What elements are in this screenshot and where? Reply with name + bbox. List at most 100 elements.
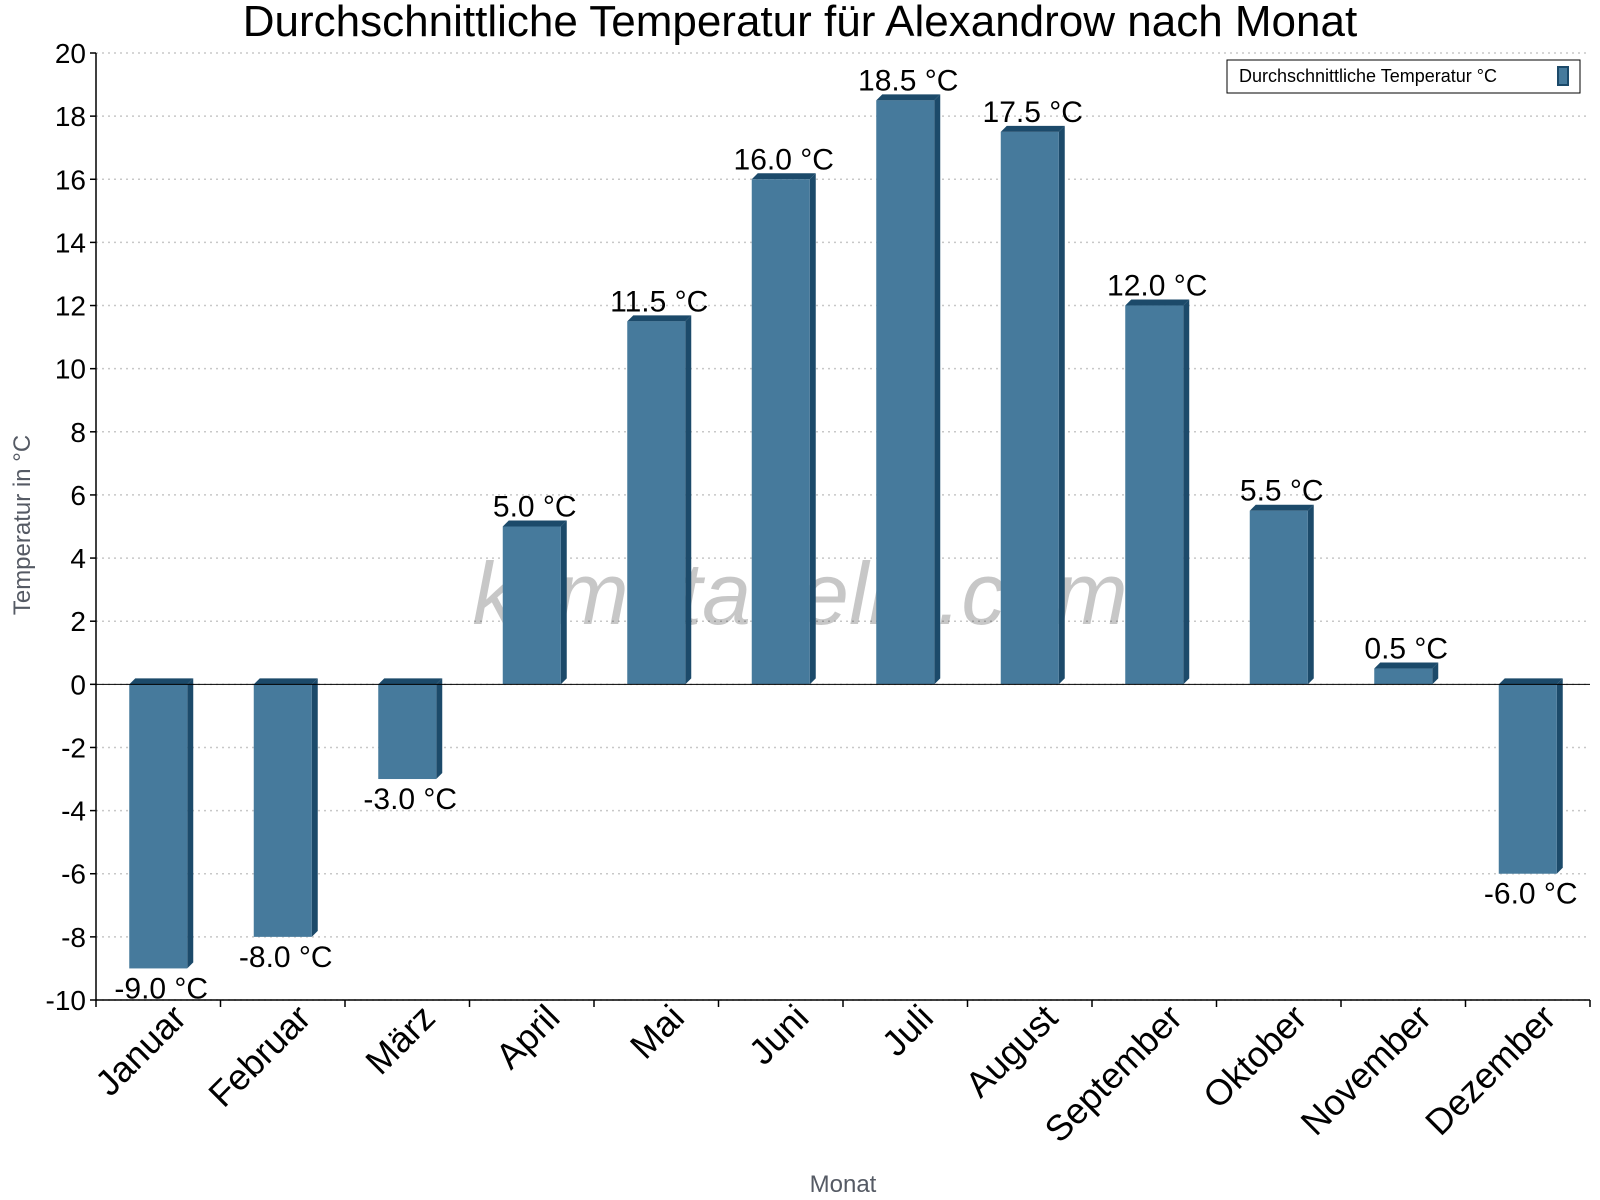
x-axis-label: Monat bbox=[810, 1171, 877, 1198]
bar-top-face bbox=[1498, 678, 1563, 685]
bar-top-face bbox=[378, 678, 443, 685]
data-label: 11.5 °C bbox=[610, 285, 708, 318]
axes bbox=[90, 52, 1591, 1007]
bar-side-face bbox=[1058, 125, 1065, 685]
y-tick-label: 2 bbox=[70, 606, 86, 637]
bar-4 bbox=[502, 520, 567, 685]
bar-top-face bbox=[1000, 125, 1065, 132]
bar-side-face bbox=[560, 520, 567, 685]
bar-side-face bbox=[436, 678, 443, 780]
bar-1 bbox=[129, 678, 194, 969]
bar-6 bbox=[751, 173, 816, 685]
y-tick-label: 6 bbox=[70, 480, 86, 511]
bar-top-face bbox=[129, 678, 194, 685]
x-tick-label: August bbox=[957, 997, 1065, 1105]
y-tick-label: 14 bbox=[55, 227, 86, 258]
x-tick-label: Januar bbox=[87, 997, 194, 1104]
bar-top-face bbox=[253, 678, 318, 685]
bar-side-face bbox=[685, 315, 692, 685]
bar-top-face bbox=[1374, 662, 1439, 669]
x-tick-label: November bbox=[1292, 997, 1438, 1143]
bar-side-face bbox=[1432, 662, 1439, 685]
bar-front-face bbox=[751, 179, 810, 685]
bar-9 bbox=[1125, 299, 1190, 685]
bars bbox=[129, 94, 1563, 969]
bar-3 bbox=[378, 678, 443, 780]
bar-11 bbox=[1374, 662, 1439, 685]
bar-top-face bbox=[876, 94, 941, 101]
bar-2 bbox=[253, 678, 318, 937]
data-labels: -9.0 °C -8.0 °C -3.0 °C 5.0 °C 11.5 °C 16.0 °… bbox=[114, 64, 1577, 1005]
legend-box bbox=[1226, 59, 1581, 94]
y-tick-label: -10 bbox=[46, 985, 86, 1016]
bar-8 bbox=[1000, 125, 1065, 685]
x-tick-label: Dezember bbox=[1417, 997, 1563, 1143]
bar-side-face bbox=[187, 678, 194, 969]
y-axis-label: Temperatur in °C bbox=[9, 435, 36, 615]
data-label: -6.0 °C bbox=[1484, 878, 1578, 911]
bar-top-face bbox=[1125, 299, 1190, 306]
x-tick-label: April bbox=[487, 997, 567, 1077]
bar-front-face bbox=[1000, 131, 1059, 685]
data-label: 18.5 °C bbox=[858, 64, 958, 97]
data-label: 5.0 °C bbox=[493, 491, 577, 524]
bar-side-face bbox=[1556, 678, 1563, 874]
y-tick-label: -6 bbox=[61, 859, 86, 890]
bar-front-face bbox=[627, 321, 686, 685]
bar-5 bbox=[627, 315, 692, 685]
y-tick-label: 10 bbox=[55, 354, 86, 385]
y-tick-label: 4 bbox=[70, 543, 86, 574]
y-tick-label: 0 bbox=[70, 669, 86, 700]
bar-side-face bbox=[1183, 299, 1190, 685]
chart-title: Durchschnittliche Temperatur für Alexand… bbox=[243, 0, 1357, 46]
bar-top-face bbox=[751, 173, 816, 180]
legend-swatch bbox=[1557, 66, 1569, 86]
bar-front-face bbox=[1125, 305, 1184, 685]
y-tick-label: -2 bbox=[61, 732, 86, 763]
x-tick-labels: Januar Februar März April Mai Juni Juli AugustS… bbox=[87, 997, 1563, 1151]
data-label: -8.0 °C bbox=[239, 941, 333, 974]
x-tick-label: Juni bbox=[741, 997, 817, 1073]
bar-front-face bbox=[253, 684, 312, 937]
bar-front-face bbox=[1374, 668, 1433, 685]
data-label: 12.0 °C bbox=[1107, 270, 1207, 303]
x-tick-label: Oktober bbox=[1195, 997, 1315, 1117]
bar-7 bbox=[876, 94, 941, 685]
legend-label: Durchschnittliche Temperatur °C bbox=[1239, 66, 1497, 86]
data-label: -9.0 °C bbox=[114, 972, 208, 1005]
x-tick-label: Mai bbox=[622, 997, 692, 1067]
x-tick-label: Februar bbox=[200, 997, 318, 1115]
gridlines bbox=[96, 52, 1590, 1001]
y-tick-label: 8 bbox=[70, 417, 86, 448]
bar-top-face bbox=[502, 520, 567, 527]
bar-top-face bbox=[627, 315, 692, 322]
legend: Durchschnittliche Temperatur °C bbox=[1226, 59, 1581, 94]
bar-front-face bbox=[378, 684, 437, 780]
y-tick-label: 20 bbox=[55, 38, 86, 69]
y-tick-label: -8 bbox=[61, 922, 86, 953]
y-tick-label: -4 bbox=[61, 796, 86, 827]
bar-top-face bbox=[1249, 504, 1314, 511]
bar-front-face bbox=[502, 526, 561, 685]
bar-side-face bbox=[1307, 504, 1314, 685]
data-label: 5.5 °C bbox=[1240, 475, 1324, 508]
y-tick-label: 18 bbox=[55, 101, 86, 132]
data-label: 16.0 °C bbox=[734, 143, 834, 176]
y-tick-label: 16 bbox=[55, 164, 86, 195]
data-label: 17.5 °C bbox=[983, 96, 1083, 129]
x-tick-label: März bbox=[357, 997, 443, 1083]
data-label: 0.5 °C bbox=[1364, 633, 1448, 666]
bar-front-face bbox=[129, 684, 188, 969]
bar-front-face bbox=[1249, 510, 1308, 685]
bar-side-face bbox=[311, 678, 318, 937]
bar-front-face bbox=[1498, 684, 1557, 874]
bar-side-face bbox=[934, 94, 941, 685]
bar-12 bbox=[1498, 678, 1563, 874]
data-label: -3.0 °C bbox=[363, 783, 457, 816]
y-tick-label: 12 bbox=[55, 291, 86, 322]
bar-front-face bbox=[876, 100, 935, 685]
x-tick-label: Juli bbox=[874, 997, 941, 1064]
bar-side-face bbox=[809, 173, 816, 685]
